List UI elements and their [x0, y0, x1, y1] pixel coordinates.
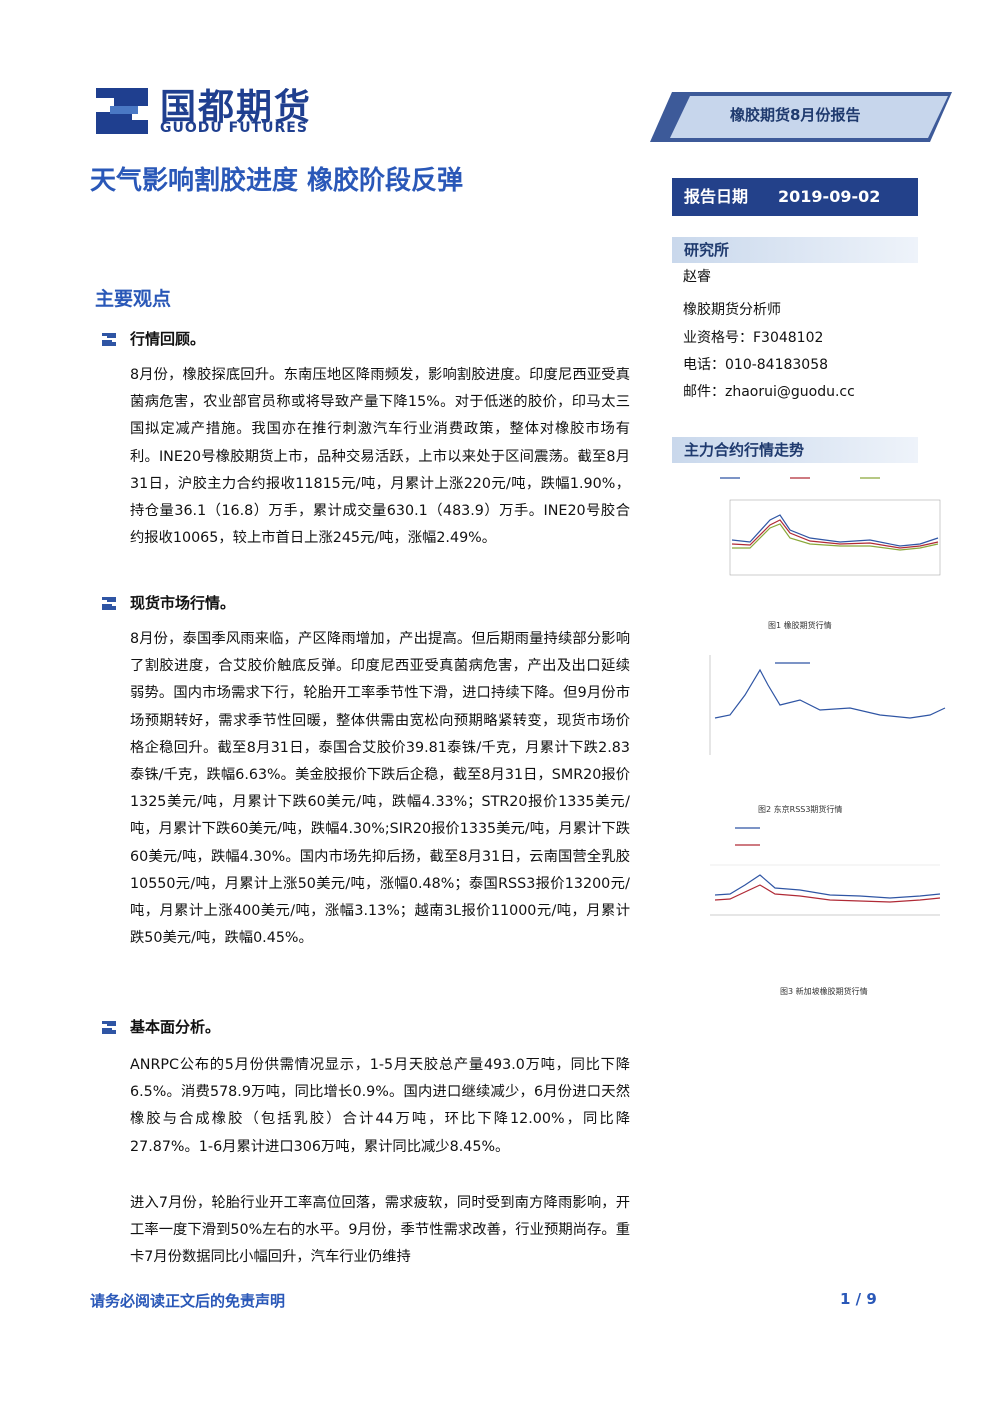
section-title-text: 现货市场行情。: [130, 594, 236, 612]
section-title-text: 行情回顾。: [130, 330, 206, 348]
section-title-text: 基本面分析。: [130, 1018, 221, 1036]
bullet-icon: [102, 596, 116, 610]
logo-icon: [96, 88, 148, 134]
email: 邮件：zhaorui@guodu.cc: [683, 384, 855, 400]
main-heading: 主要观点: [95, 288, 172, 310]
date-box: 报告日期 2019-09-02: [672, 178, 918, 216]
paragraph: 8月份，橡胶探底回升。东南压地区降雨频发，影响割胶进度。印度尼西亚受真菌病危害，…: [130, 367, 630, 547]
disclaimer: 请务必阅读正文后的免责声明: [90, 1292, 286, 1310]
license: 业资格号：F3048102: [683, 330, 824, 346]
caption: 图1 橡胶期货行情: [768, 621, 832, 630]
section-title: 行情回顾。: [100, 328, 205, 349]
section-title: 现货市场行情。: [100, 592, 235, 613]
role: 橡胶期货分析师: [683, 302, 781, 318]
title: 天气影响割胶进度 橡胶阶段反弹: [90, 166, 464, 196]
author: 赵睿: [683, 269, 711, 285]
caption: 图3 新加坡橡胶期货行情: [780, 987, 868, 996]
logo-cn: 国都期货: [160, 87, 313, 128]
paragraph: ANRPC公布的5月份供需情况显示，1-5月天胶总产量493.0万吨，同比下降6…: [130, 1057, 630, 1155]
paragraph: 8月份，泰国季风雨来临，产区降雨增加，产出提高。但后期雨量持续部分影响了割胶进度…: [130, 631, 630, 947]
date-label: 报告日期: [684, 187, 749, 206]
institute: 研究所: [672, 237, 918, 263]
date: 2019-09-02: [778, 187, 881, 206]
banner-text: 橡胶期货8月份报告: [730, 106, 861, 124]
caption: 图2 东京RSS3期货行情: [758, 805, 843, 814]
bullet-icon: [102, 1020, 116, 1034]
phone: 电话：010-84183058: [683, 357, 829, 373]
bullet-icon: [102, 332, 116, 346]
mini-charts: [709, 477, 946, 916]
logo-en: GUODU FUTURES: [160, 120, 308, 136]
section-title: 基本面分析。: [100, 1016, 220, 1037]
page-number: 1 / 9: [840, 1290, 877, 1308]
banner-shape: [650, 92, 952, 142]
charts-title: 主力合约行情走势: [672, 437, 918, 463]
paragraph: 进入7月份，轮胎行业开工率高位回落，需求疲软，同时受到南方降雨影响，开工率一度下…: [130, 1195, 630, 1266]
